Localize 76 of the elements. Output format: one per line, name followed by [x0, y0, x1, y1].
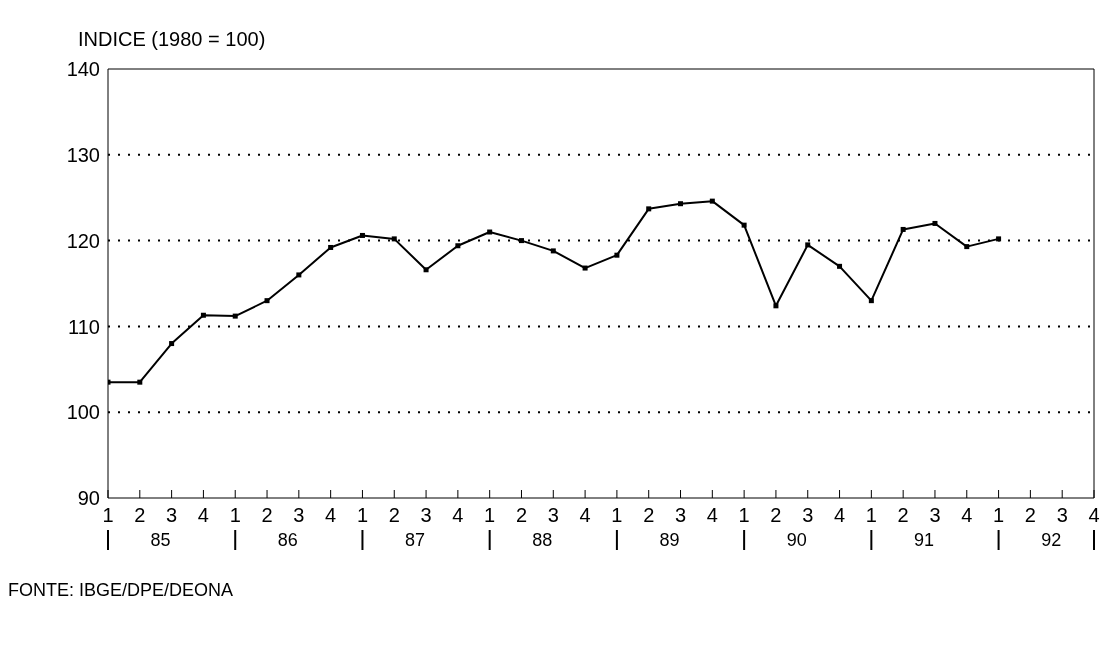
y-tick-label: 120	[66, 229, 100, 252]
x-tick-label: 1	[484, 504, 496, 526]
point	[423, 267, 429, 273]
text: 90	[786, 530, 807, 550]
text: 92	[1041, 530, 1062, 550]
x-tick-label: 2	[897, 504, 909, 526]
point	[932, 220, 938, 226]
x-tick-label: 3	[1056, 504, 1068, 526]
x-tick-label: 1	[865, 504, 877, 526]
x-tick-label: 1	[738, 504, 750, 526]
point	[137, 379, 143, 385]
text: 87	[405, 530, 426, 550]
x-tick-label: 2	[770, 504, 782, 526]
x-tick-label: 4	[579, 504, 591, 526]
x-tick-label: 4	[1088, 504, 1100, 526]
point	[550, 248, 556, 254]
x-tick-label: 2	[134, 504, 146, 526]
x-tick-label: 1	[102, 504, 114, 526]
point	[964, 244, 970, 250]
point	[741, 222, 747, 228]
point	[614, 252, 620, 258]
text: 91	[913, 530, 934, 550]
point	[805, 242, 811, 248]
x-tick-label: 3	[166, 504, 178, 526]
point	[518, 238, 524, 244]
x-tick-label: 2	[388, 504, 400, 526]
point	[582, 265, 588, 271]
y-tick-label: 100	[66, 401, 100, 424]
x-tick-label: 4	[833, 504, 846, 526]
point	[678, 201, 684, 207]
x-tick-label: 3	[547, 504, 559, 526]
x-tick-label: 1	[229, 504, 241, 526]
point	[868, 298, 874, 304]
point	[169, 341, 175, 347]
point	[328, 244, 334, 250]
x-tick-label: 2	[643, 504, 655, 526]
x-tick-label: 4	[961, 504, 973, 526]
x-tick-label: 3	[293, 504, 305, 526]
point	[359, 232, 365, 238]
x-tick-label: 3	[929, 504, 941, 526]
point	[296, 272, 302, 278]
x-tick-label: 1	[611, 504, 623, 526]
point	[264, 298, 270, 304]
x-tick-label: 4	[706, 504, 718, 526]
point	[900, 226, 906, 232]
text: 88	[532, 530, 553, 550]
text: 86	[277, 530, 298, 550]
x-tick-label: 3	[420, 504, 432, 526]
x-tick-label: 4	[325, 504, 337, 526]
y-tick-label: 140	[66, 58, 100, 81]
source-note: FONTE: IBGE/DPE/DEONA	[8, 580, 234, 601]
point	[232, 313, 238, 319]
point	[709, 198, 715, 204]
x-tick-label: 4	[197, 504, 209, 526]
point	[200, 312, 206, 318]
x-tick-label: 2	[261, 504, 273, 526]
x-tick-label: 3	[802, 504, 814, 526]
point	[391, 236, 397, 242]
x-tick-label: 4	[452, 504, 464, 526]
x-tick-label: 1	[356, 504, 369, 526]
point	[837, 263, 843, 269]
y-tick-label: 130	[66, 143, 100, 166]
y-axis-title: INDICE (1980 = 100)	[78, 28, 266, 51]
point	[996, 236, 1002, 242]
x-tick-label: 3	[674, 504, 687, 526]
y-tick-label: 90	[77, 487, 100, 510]
point	[455, 243, 461, 249]
point	[646, 206, 652, 212]
point	[773, 303, 779, 309]
x-tick-label: 1	[993, 504, 1005, 526]
text: 85	[150, 530, 171, 550]
x-tick-label: 2	[515, 504, 528, 526]
text: 89	[659, 530, 680, 550]
point	[487, 229, 493, 235]
y-tick-label: 110	[68, 315, 100, 338]
x-tick-label: 2	[1024, 504, 1036, 526]
